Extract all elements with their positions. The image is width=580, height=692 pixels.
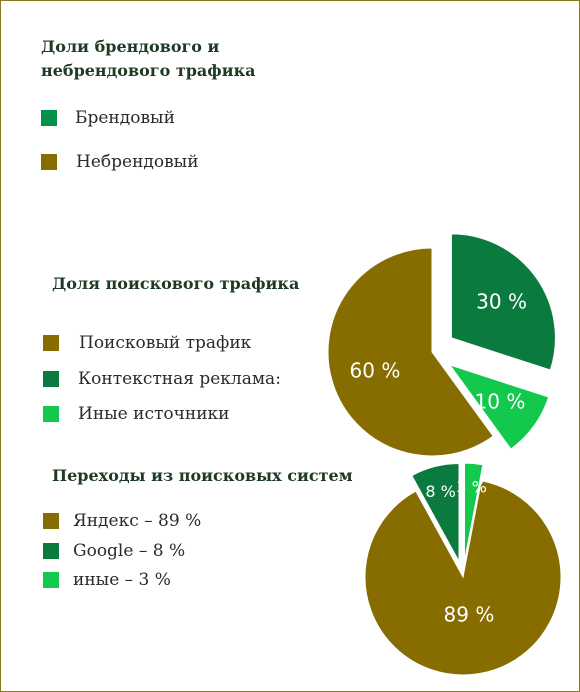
chart-2-legend-item-context: Контекстная реклама: bbox=[43, 369, 281, 389]
chart-1-legend-label-brand: Брендовый bbox=[75, 108, 175, 128]
chart-3-slice-2 bbox=[464, 462, 484, 562]
chart-1-legend-swatch-brand bbox=[41, 110, 57, 126]
chart-3-legend-item-other: иные – 3 % bbox=[43, 570, 171, 590]
chart-2-legend-swatch-context bbox=[43, 371, 59, 387]
chart-1-legend-label-nonbrand: Небрендовый bbox=[76, 152, 199, 172]
chart-2-title: Доля поискового трафика bbox=[52, 274, 300, 293]
chart-2-legend-label-context: Контекстная реклама: bbox=[78, 369, 281, 389]
chart-2-slice-label-0: 60 % bbox=[350, 359, 401, 383]
chart-3-legend-item-yandex: Яндекс – 89 % bbox=[43, 511, 201, 531]
chart-1-title: Доли брендового и небрендового трафика bbox=[41, 35, 256, 83]
chart-3-slice-label-1: 8 % bbox=[425, 482, 455, 501]
chart-2-legend-item-other: Иные источники bbox=[43, 404, 230, 424]
chart-2-slice-0 bbox=[327, 247, 494, 457]
chart-3-legend-swatch-other bbox=[43, 572, 59, 588]
chart-3-legend-swatch-yandex bbox=[43, 513, 59, 529]
chart-3-legend-label-yandex: Яндекс – 89 % bbox=[73, 511, 202, 531]
chart-3-slice-label-0: 89 % bbox=[444, 603, 495, 627]
chart-2-slice-2 bbox=[448, 363, 550, 450]
chart-3-legend-label-other: иные – 3 % bbox=[73, 570, 171, 590]
chart-2-slice-1 bbox=[450, 233, 556, 371]
chart-3-legend-label-google: Google – 8 % bbox=[73, 541, 186, 561]
chart-2-legend-label-other: Иные источники bbox=[78, 404, 230, 424]
chart-3-slice-label-2: 3 % bbox=[456, 477, 486, 496]
chart-2-legend-swatch-search bbox=[43, 335, 59, 351]
chart-1-title-line-1: Доли брендового и bbox=[41, 37, 220, 56]
chart-3-slice-0 bbox=[364, 480, 562, 676]
chart-2-slice-label-1: 30 % bbox=[476, 289, 527, 313]
chart-2-legend-label-search: Поисковый трафик bbox=[79, 333, 252, 353]
chart-3-slice-1 bbox=[411, 463, 460, 562]
chart-1-title-line-2: небрендового трафика bbox=[41, 61, 256, 80]
chart-1-legend-item-nonbrand: Небрендовый bbox=[41, 152, 199, 172]
chart-1-legend-swatch-nonbrand bbox=[41, 154, 57, 170]
chart-2-slice-label-2: 10 % bbox=[475, 389, 526, 413]
chart-3-title: Переходы из поисковых систем bbox=[52, 466, 353, 485]
chart-2-legend-item-search: Поисковый трафик bbox=[43, 333, 251, 353]
chart-1-legend-item-brand: Брендовый bbox=[41, 108, 175, 128]
chart-2-legend-swatch-other bbox=[43, 406, 59, 422]
chart-3-legend-item-google: Google – 8 % bbox=[43, 541, 185, 561]
chart-3-legend-swatch-google bbox=[43, 543, 59, 559]
